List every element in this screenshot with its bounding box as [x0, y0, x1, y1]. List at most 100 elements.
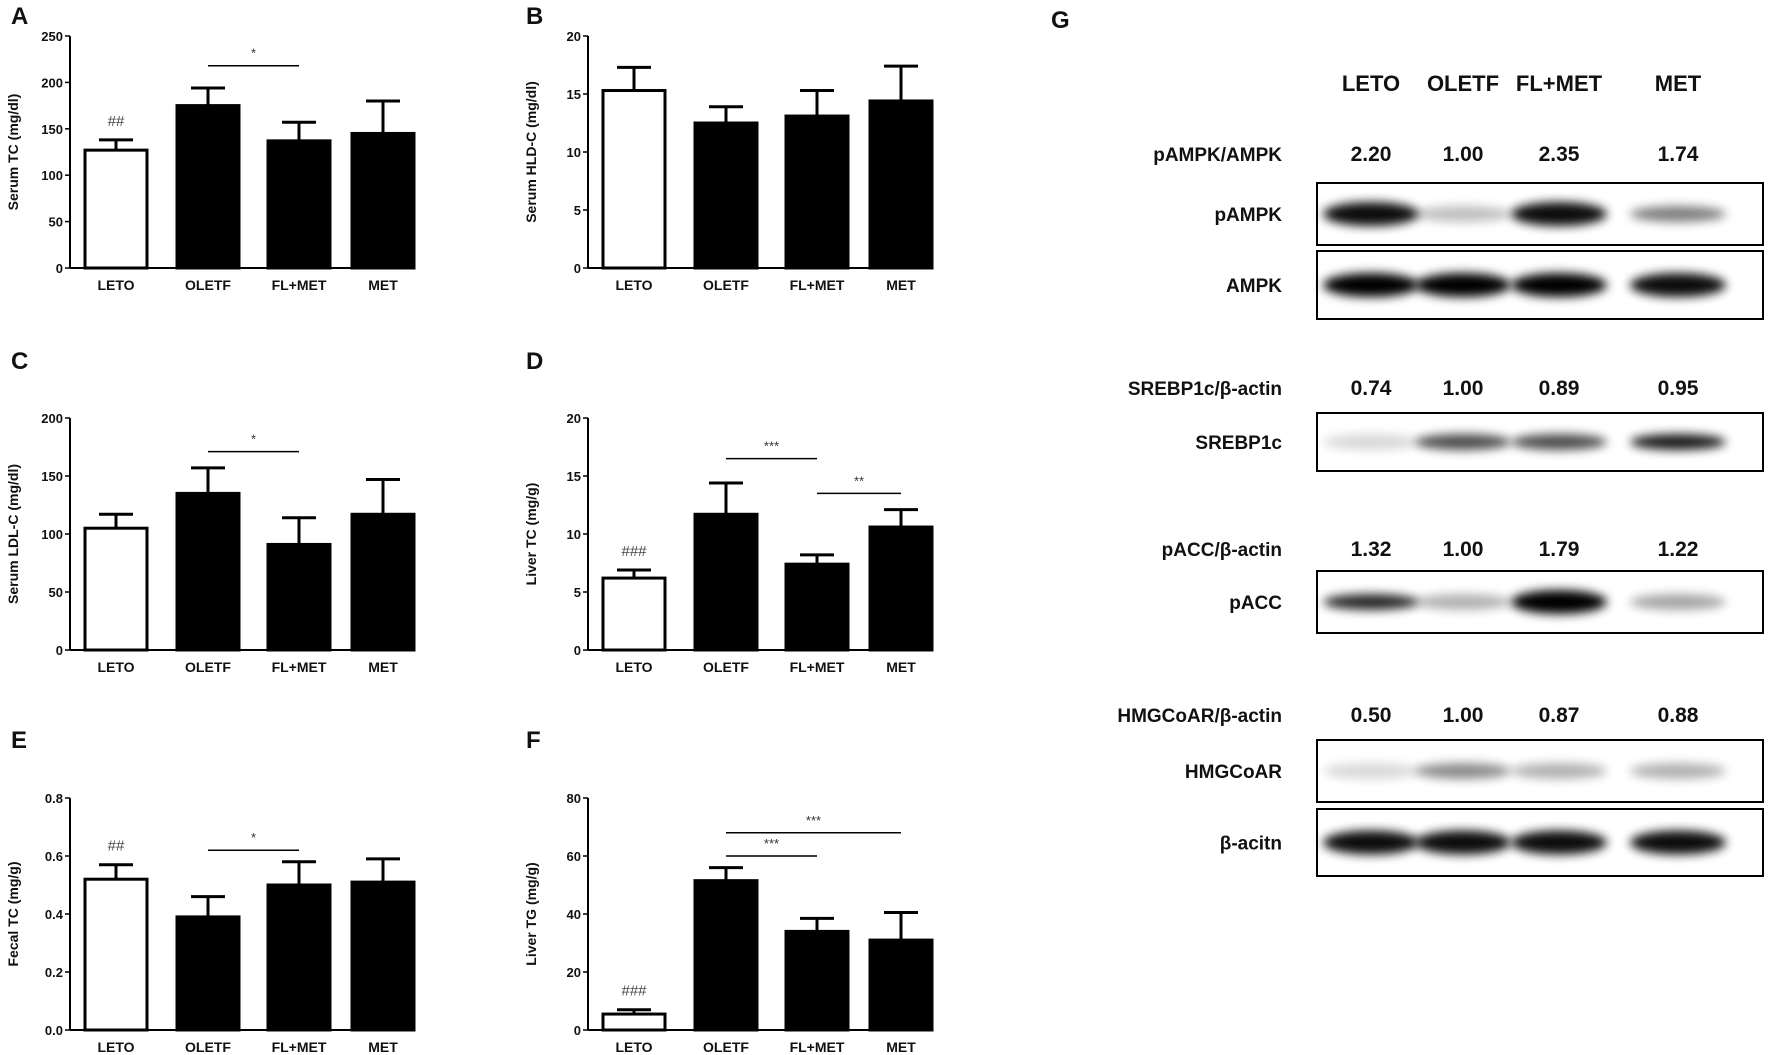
ratio-label: pAMPK/AMPK: [1153, 145, 1282, 166]
bar-oletf: [175, 104, 241, 270]
protein-band: [1511, 202, 1607, 226]
y-tick-label: 20: [567, 965, 581, 980]
x-tick-label: FL+MET: [272, 1039, 327, 1055]
significance-label: *: [251, 830, 256, 845]
bar-flmet: [784, 562, 850, 652]
y-axis-label: Liver TC (mg/g): [523, 483, 539, 586]
x-tick-label: OLETF: [185, 659, 231, 675]
ratio-value: 0.95: [1658, 377, 1699, 400]
protein-band: [1415, 594, 1511, 610]
significance-marker: ###: [621, 983, 647, 1000]
x-tick-label: LETO: [615, 277, 652, 293]
protein-band: [1323, 273, 1419, 297]
panel-letter: E: [11, 727, 27, 754]
x-tick-label: MET: [368, 1039, 398, 1055]
ratio-value: 1.22: [1658, 538, 1699, 561]
protein-band: [1511, 763, 1607, 779]
band-label: β-acitn: [1220, 834, 1282, 855]
y-tick-label: 250: [41, 29, 63, 44]
protein-band: [1511, 434, 1607, 450]
protein-band: [1630, 763, 1726, 779]
lane-label: LETO: [1342, 71, 1400, 96]
y-tick-label: 0: [56, 643, 63, 658]
significance-label: *: [251, 46, 256, 61]
significance-marker: ##: [108, 113, 125, 130]
y-tick-label: 60: [567, 849, 581, 864]
bar-oletf: [175, 491, 241, 652]
protein-band: [1511, 273, 1607, 297]
protein-band: [1323, 202, 1419, 226]
bar-met: [868, 99, 934, 270]
y-tick-label: 40: [567, 907, 581, 922]
significance-label: ***: [764, 439, 779, 454]
x-tick-label: FL+MET: [272, 659, 327, 675]
x-tick-label: OLETF: [703, 659, 749, 675]
ratio-label: pACC/β-actin: [1162, 540, 1282, 561]
panel-letter: F: [526, 727, 541, 754]
y-tick-label: 0.2: [45, 965, 63, 980]
chart-panel-e: E 0.0 0.2 0.4 0.6 0.8 Fecal TC (mg/g) LETO OLETF…: [5, 727, 416, 1055]
protein-band: [1323, 434, 1419, 450]
band-label: AMPK: [1226, 276, 1282, 297]
protein-band: [1415, 763, 1511, 779]
y-tick-label: 0.0: [45, 1023, 63, 1038]
x-tick-label: OLETF: [185, 1039, 231, 1055]
y-tick-label: 5: [574, 203, 581, 218]
ratio-value: 1.00: [1443, 143, 1484, 166]
blot-group: pAMPK/AMPK 2.20 1.00 2.35 1.74 pAMPK AMPK: [1153, 143, 1764, 320]
ratio-value: 0.89: [1539, 377, 1580, 400]
x-tick-label: MET: [886, 659, 916, 675]
x-tick-label: FL+MET: [790, 659, 845, 675]
y-tick-label: 10: [567, 527, 581, 542]
x-tick-label: FL+MET: [272, 277, 327, 293]
x-tick-label: LETO: [615, 1039, 652, 1055]
panel-letter: A: [11, 3, 28, 30]
x-tick-label: FL+MET: [790, 277, 845, 293]
significance-marker: ##: [108, 838, 125, 855]
x-tick-label: LETO: [615, 659, 652, 675]
y-tick-label: 20: [567, 411, 581, 426]
ratio-label: HMGCoAR/β-actin: [1117, 706, 1282, 727]
ratio-value: 2.35: [1539, 143, 1580, 166]
y-axis-label: Serum HLD-C (mg/dl): [523, 81, 539, 223]
x-tick-label: MET: [368, 659, 398, 675]
ratio-value: 1.32: [1351, 538, 1392, 561]
significance-label: *: [251, 432, 256, 447]
bar-met: [868, 525, 934, 652]
chart-panel-f: F 0 20 40 60 80 Liver TG (mg/g) LETO OLETF FL+MET…: [523, 727, 934, 1055]
y-tick-label: 100: [41, 527, 63, 542]
ratio-value: 1.00: [1443, 704, 1484, 727]
ratio-value: 0.87: [1539, 704, 1580, 727]
panel-letter: C: [11, 348, 28, 375]
y-tick-label: 100: [41, 168, 63, 183]
protein-band: [1323, 594, 1419, 610]
panel-letter: D: [526, 348, 543, 375]
bar-met: [350, 131, 416, 270]
y-tick-label: 200: [41, 411, 63, 426]
chart-panel-b: B 0 5 10 15 20 Serum HLD-C (mg/dl) LETO OLETF FL+…: [523, 3, 934, 293]
y-tick-label: 20: [567, 29, 581, 44]
protein-band: [1630, 594, 1726, 610]
y-tick-label: 0: [574, 1023, 581, 1038]
y-tick-label: 15: [567, 87, 581, 102]
bar-flmet: [784, 114, 850, 270]
y-tick-label: 150: [41, 122, 63, 137]
protein-band: [1415, 206, 1511, 222]
ratio-value: 0.74: [1351, 377, 1392, 400]
band-label: SREBP1c: [1195, 433, 1282, 454]
ratio-value: 2.20: [1351, 143, 1392, 166]
y-tick-label: 50: [49, 585, 63, 600]
protein-band: [1415, 434, 1511, 450]
y-axis-label: Liver TG (mg/g): [523, 862, 539, 965]
protein-band: [1630, 434, 1726, 450]
x-tick-label: LETO: [97, 277, 134, 293]
significance-marker: ###: [621, 543, 647, 560]
protein-band: [1630, 273, 1726, 297]
chart-panel-d: D 0 5 10 15 20 Liver TC (mg/g) LETO OLETF FL+MET M…: [523, 348, 934, 675]
x-tick-label: LETO: [97, 1039, 134, 1055]
bar-flmet: [266, 542, 332, 652]
panel-letter: G: [1051, 7, 1070, 34]
y-tick-label: 150: [41, 469, 63, 484]
x-tick-label: MET: [886, 1039, 916, 1055]
